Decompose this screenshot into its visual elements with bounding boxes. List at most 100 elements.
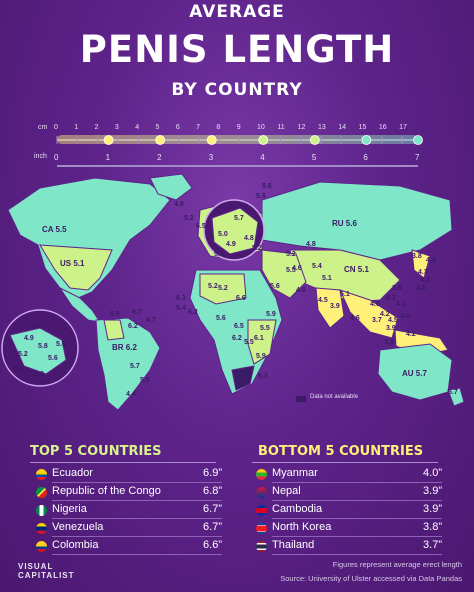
flag-icon (36, 523, 47, 534)
country-value-label: 4.3 (418, 269, 428, 276)
russia-shape (261, 181, 453, 261)
india-shape (315, 287, 345, 329)
cm-tick-label: 3 (114, 124, 119, 131)
country-value: 6.6” (203, 539, 222, 551)
country-code-label: CA 5.5 (42, 225, 67, 234)
cm-tick-label: 17 (399, 124, 407, 131)
title-line-1: AVERAGE (189, 2, 285, 22)
cm-tick-label: 11 (277, 124, 285, 131)
country-name: Nigeria (52, 503, 87, 515)
top5-row: Venezuela 6.7” (36, 520, 222, 537)
country-value-label: 4.4 (126, 391, 136, 398)
country-value: 3.8” (423, 521, 442, 533)
country-value-label: 3.9 (330, 303, 340, 310)
country-value-label: 5.8 (38, 343, 48, 350)
cm-tick-label: 5 (155, 124, 160, 131)
row-divider (272, 554, 442, 555)
inch-tick-label: 0 (54, 153, 59, 162)
cm-tick-label: 0 (54, 124, 58, 131)
country-value: 6.7” (203, 521, 222, 533)
inset-central-america-shape (9, 327, 67, 375)
country-value-label: 6.5 (196, 223, 206, 230)
country-value-label: 5.4 (312, 263, 322, 270)
country-value-label: 5.4 (40, 379, 50, 386)
country-value-label: 6.3 (176, 295, 186, 302)
row-divider (52, 536, 222, 537)
japan-korea-shape (411, 249, 431, 279)
country-value-label: 5.0 (34, 371, 44, 378)
country-name: Nepal (272, 485, 301, 497)
country-value-label: 5.7 (234, 215, 244, 222)
country-name: North Korea (272, 521, 332, 533)
southeast-asia-shape (339, 289, 399, 339)
country-value-label: 5.7 (130, 363, 140, 370)
top5-rule (30, 462, 216, 463)
south-america-shape (95, 317, 161, 411)
new-zealand-shape (447, 387, 465, 407)
no-data-region (231, 365, 255, 391)
bottom5-row: Myanmar 4.0” (256, 466, 442, 483)
title-line-3: BY COUNTRY (171, 80, 303, 100)
country-value-label: 4.6 (292, 265, 302, 272)
title-line-2: PENIS LENGTH (79, 28, 395, 71)
country-value-label: 5.6 (256, 193, 266, 200)
country-value-label: 5.2 (184, 215, 194, 222)
country-value: 6.7” (203, 503, 222, 515)
country-value: 6.9” (203, 467, 222, 479)
row-divider (52, 554, 222, 555)
flag-icon (36, 487, 47, 498)
country-value-label: 5.1 (322, 275, 332, 282)
world-map-graphic: 5.64.95.65.26.55.74.95.04.85.35.25.25.54… (1, 173, 465, 411)
logo-line-1: VISUAL (18, 562, 54, 571)
flag-icon (256, 469, 267, 480)
country-value-label: 4.5 (388, 317, 398, 324)
country-value-label: 6.5 (234, 323, 244, 330)
inch-marker (206, 135, 217, 145)
top5-row: Republic of the Congo 6.8” (36, 484, 222, 501)
country-value-label: 4.0 (370, 301, 380, 308)
footer-source: Source: University of Ulster accessed vi… (280, 574, 462, 583)
inch-marker (361, 135, 372, 145)
cm-tick-label: 1 (74, 124, 79, 131)
country-value: 4.0” (423, 467, 442, 479)
inch-tick-label: 3 (208, 153, 214, 162)
country-name: Republic of the Congo (52, 485, 161, 497)
country-value-label: 5.2 (208, 283, 218, 290)
greenland-shape (149, 173, 193, 201)
country-code-label: AU 5.7 (402, 369, 427, 378)
inch-marker (258, 135, 269, 145)
country-value-label: 4.2 (380, 311, 390, 318)
country-value-label: 5.0 (218, 231, 228, 238)
country-value-label: 5.6 (270, 283, 280, 290)
bottom5-rule (252, 462, 438, 463)
cm-unit-label: cm (38, 124, 48, 131)
country-value-label: 4.8 (244, 235, 254, 242)
country-value-label: 4.6 (350, 315, 360, 322)
cm-tick-label: 15 (358, 124, 367, 131)
flag-icon (256, 487, 267, 498)
country-value-label: 5.6 (262, 183, 272, 190)
country-value-label: 4.3 (386, 295, 396, 302)
country-value: 3.9” (423, 503, 442, 515)
country-value-label: 5.6 (216, 315, 226, 322)
country-value-label: 6.2 (188, 309, 198, 316)
country-value-label: 4.4 (426, 257, 436, 264)
ruler-graphic (56, 135, 423, 167)
inch-marker (309, 135, 320, 145)
country-value-label: 4.1 (396, 301, 406, 308)
cm-tick-label: 13 (317, 124, 326, 131)
row-divider (272, 500, 442, 501)
country-value-label: 4.0 (400, 313, 410, 320)
australia-shape (377, 343, 453, 401)
country-value-label: 5.6 (56, 341, 66, 348)
world-map: 5.6 4.9 5.6 5.2 6.5 5.7 4.9 5.0 4.8 5.3 5.2 5.2 5.5 4… (0, 170, 474, 430)
country-code-label: CN 5.1 (344, 265, 369, 274)
footer-note: Figures represent average erect length (332, 560, 462, 569)
east-africa-shape (247, 319, 277, 365)
flag-icon (36, 505, 47, 516)
bottom5-header: BOTTOM 5 COUNTRIES (258, 444, 424, 459)
country-value-label: 5.7 (448, 389, 458, 396)
row-divider (272, 536, 442, 537)
country-name: Ecuador (52, 467, 93, 479)
